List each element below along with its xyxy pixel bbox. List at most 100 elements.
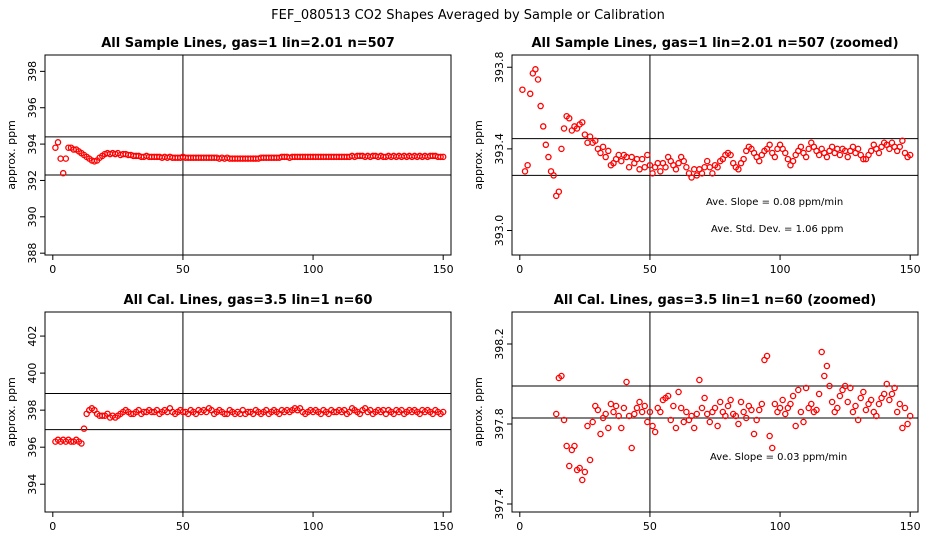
x-tick-label: 150 [433,520,454,533]
data-point [709,170,716,177]
y-tick-label: 388 [26,243,39,264]
data-point [618,157,625,165]
data-point [534,76,542,83]
y-axis-label: approx. ppm [5,120,18,190]
data-point [698,404,706,412]
data-point [703,410,711,418]
data-point [836,392,844,400]
data-point [690,166,698,173]
data-point [670,402,677,410]
data-point [545,153,552,161]
data-point [867,147,875,155]
x-tick-label: 50 [643,263,657,276]
x-tick-label: 100 [303,520,324,533]
data-point [891,384,898,392]
data-point [675,159,682,167]
data-point [862,406,870,414]
data-point [641,163,648,171]
data-point [644,418,651,426]
data-point [439,408,447,416]
data-point [524,161,531,169]
data-point [646,408,654,416]
y-tick-label: 400 [26,363,39,384]
data-point [771,153,779,161]
data-point [901,404,909,412]
data-point [883,380,891,388]
data-point [854,416,862,424]
data-point [849,408,857,416]
data-point [852,402,859,410]
data-point [849,143,857,151]
data-point [636,166,643,173]
x-tick-label: 0 [516,520,523,533]
data-point [735,166,742,173]
data-point [703,157,711,165]
y-axis-label: approx. ppm [472,120,485,190]
data-point [706,418,714,426]
data-point [57,155,64,162]
data-point [828,143,836,151]
data-point [706,163,714,171]
data-point [766,141,773,149]
data-point [904,420,911,428]
data-point [680,157,688,165]
data-point [649,422,656,430]
data-point [628,153,635,161]
x-tick-label: 150 [900,263,921,276]
data-point [854,145,862,153]
y-tick-label: 396 [26,97,39,118]
y-tick-label: 397.8 [493,408,506,440]
data-point [542,141,550,149]
data-point [638,155,646,163]
data-point [701,394,708,402]
data-point [748,406,755,414]
x-tick-label: 0 [516,263,523,276]
data-point [742,414,750,422]
data-point [722,412,729,420]
data-point [834,145,841,153]
y-tick-label: 394 [26,134,39,155]
data-point [594,406,602,414]
data-point [802,384,810,392]
data-point [620,404,628,412]
data-point [672,166,680,173]
data-point [602,410,609,418]
annotation: Ave. Std. Dev. = 1.06 ppm [711,224,843,235]
data-point [657,168,664,175]
data-point [769,444,776,452]
data-point [724,402,732,410]
data-point [641,402,648,410]
plot-frame [44,311,452,513]
data-point [607,400,615,408]
data-point [763,352,771,360]
data-point [537,102,544,110]
data-point [893,408,901,416]
data-point [633,404,641,412]
chart-title: All Sample Lines, gas=1 lin=2.01 n=507 (… [531,36,898,51]
data-point [792,422,799,430]
data-point [698,170,706,177]
y-tick-label: 392 [26,170,39,191]
data-point [896,400,904,408]
data-point [755,406,763,414]
data-point [802,153,810,161]
data-point [899,424,906,432]
data-point [784,155,792,163]
data-point [662,163,669,171]
data-point [696,376,703,384]
data-point [638,408,646,416]
data-series [52,405,447,447]
data-point [654,159,661,167]
data-point [737,398,745,406]
data-point [579,119,586,126]
x-tick-label: 50 [176,520,190,533]
data-point [612,402,620,410]
data-point [782,410,789,418]
data-point [805,145,812,153]
data-point [675,388,682,396]
data-point [688,412,695,420]
data-point [625,412,633,420]
y-tick-label: 393.4 [493,133,506,165]
data-point [857,394,864,402]
data-point [615,151,622,159]
